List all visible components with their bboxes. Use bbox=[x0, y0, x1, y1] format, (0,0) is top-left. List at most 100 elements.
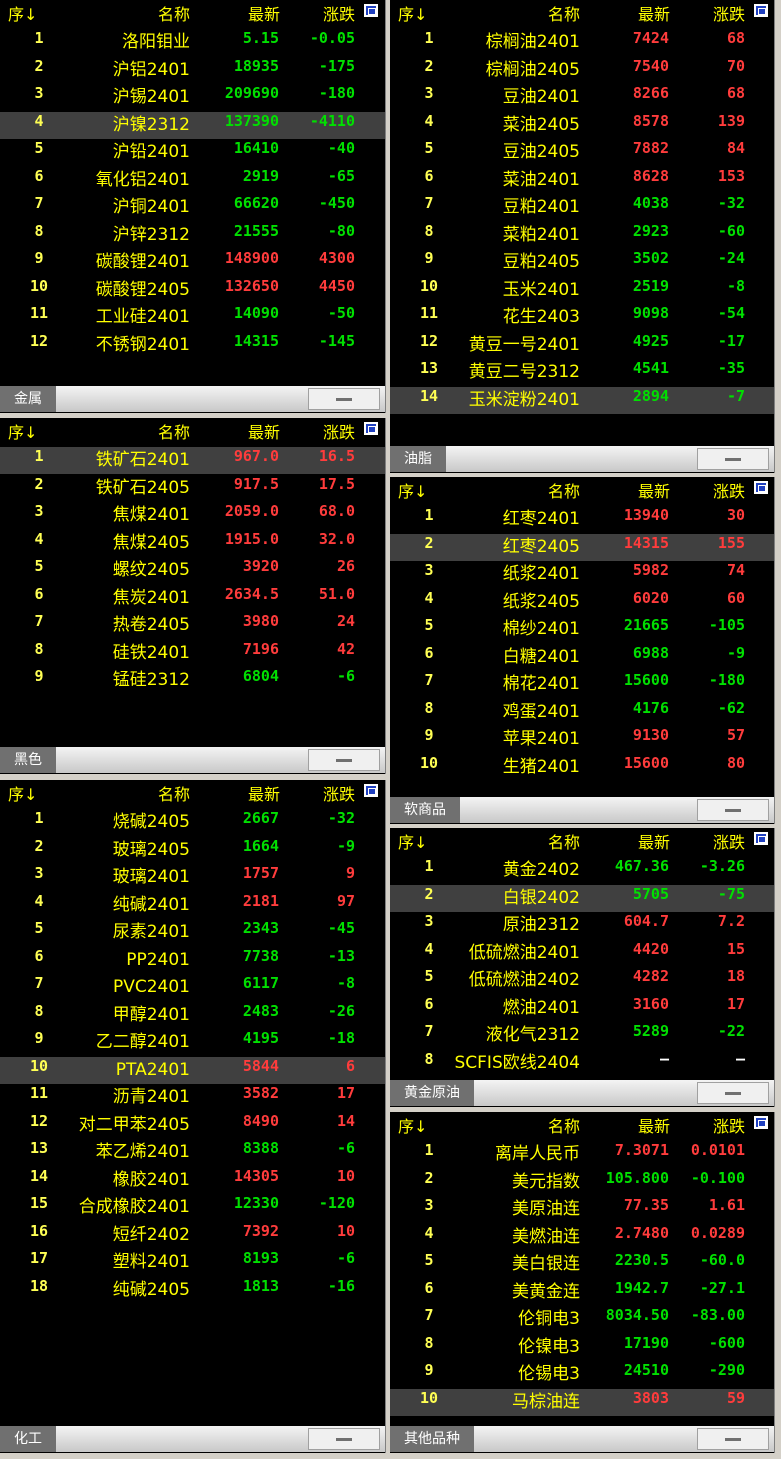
instrument-name[interactable]: 苹果2401 bbox=[502, 729, 580, 749]
instrument-name[interactable]: 美原油连 bbox=[512, 1199, 580, 1219]
instrument-name[interactable]: 菜油2401 bbox=[502, 169, 580, 190]
collapse-button[interactable] bbox=[308, 749, 380, 771]
instrument-name[interactable]: 纸浆2405 bbox=[502, 591, 580, 612]
instrument-name[interactable]: 白糖2401 bbox=[502, 646, 580, 667]
instrument-name[interactable]: 硅铁2401 bbox=[112, 642, 190, 663]
instrument-name[interactable]: 甲醇2401 bbox=[112, 1004, 190, 1025]
maximize-icon[interactable] bbox=[754, 481, 768, 494]
instrument-name[interactable]: 生猪2401 bbox=[502, 756, 580, 777]
instrument-name[interactable]: 橡胶2401 bbox=[112, 1169, 190, 1190]
maximize-icon[interactable] bbox=[754, 832, 768, 845]
instrument-name[interactable]: 沪铝2401 bbox=[112, 59, 190, 80]
instrument-name[interactable]: 马棕油连 bbox=[512, 1391, 580, 1412]
instrument-name[interactable]: 美燃油连 bbox=[512, 1226, 580, 1247]
instrument-name[interactable]: 红枣2401 bbox=[502, 509, 580, 529]
instrument-name[interactable]: 燃油2401 bbox=[502, 997, 580, 1018]
collapse-button[interactable] bbox=[308, 1428, 380, 1450]
instrument-name[interactable]: 塑料2401 bbox=[112, 1252, 190, 1272]
instrument-name[interactable]: 离岸人民币 bbox=[495, 1144, 580, 1164]
instrument-name[interactable]: 伦镍电3 bbox=[518, 1336, 580, 1357]
instrument-name[interactable]: 黄豆二号2312 bbox=[468, 362, 580, 382]
instrument-name[interactable]: 黄金2402 bbox=[502, 860, 580, 880]
instrument-name[interactable]: PVC2401 bbox=[112, 977, 190, 997]
maximize-icon[interactable] bbox=[364, 784, 378, 797]
instrument-name[interactable]: 沪锡2401 bbox=[112, 87, 190, 107]
maximize-icon[interactable] bbox=[364, 4, 378, 17]
panel-tab[interactable]: 黑色 bbox=[0, 747, 56, 773]
instrument-name[interactable]: 菜粕2401 bbox=[502, 224, 580, 245]
instrument-name[interactable]: 玻璃2401 bbox=[112, 867, 190, 887]
instrument-name[interactable]: 花生2403 bbox=[502, 307, 580, 327]
instrument-name[interactable]: 低硫燃油2402 bbox=[468, 970, 580, 990]
collapse-button[interactable] bbox=[697, 448, 769, 470]
instrument-name[interactable]: SCFIS欧线2404 bbox=[454, 1052, 580, 1073]
instrument-name[interactable]: 伦铜电3 bbox=[518, 1309, 580, 1329]
maximize-icon[interactable] bbox=[754, 1116, 768, 1129]
instrument-name[interactable]: 铁矿石2401 bbox=[95, 450, 190, 470]
instrument-name[interactable]: 美白银连 bbox=[512, 1254, 580, 1274]
instrument-name[interactable]: 乙二醇2401 bbox=[95, 1032, 190, 1052]
instrument-name[interactable]: 玻璃2405 bbox=[112, 839, 190, 860]
instrument-name[interactable]: 玉米淀粉2401 bbox=[468, 389, 580, 410]
instrument-name[interactable]: 白银2402 bbox=[502, 887, 580, 908]
panel-tab[interactable]: 其他品种 bbox=[390, 1426, 474, 1452]
instrument-name[interactable]: 棉花2401 bbox=[502, 674, 580, 694]
instrument-name[interactable]: 低硫燃油2401 bbox=[468, 942, 580, 963]
instrument-name[interactable]: 锰硅2312 bbox=[112, 670, 190, 690]
instrument-name[interactable]: 洛阳钼业 bbox=[122, 32, 190, 52]
instrument-name[interactable]: 液化气2312 bbox=[485, 1025, 580, 1045]
collapse-button[interactable] bbox=[697, 799, 769, 821]
instrument-name[interactable]: 棕榈油2401 bbox=[485, 32, 580, 52]
instrument-name[interactable]: 鸡蛋2401 bbox=[502, 701, 580, 722]
instrument-name[interactable]: 沥青2401 bbox=[112, 1087, 190, 1107]
instrument-name[interactable]: 合成橡胶2401 bbox=[78, 1197, 190, 1217]
instrument-name[interactable]: 纸浆2401 bbox=[502, 564, 580, 584]
instrument-name[interactable]: 黄豆一号2401 bbox=[468, 334, 580, 355]
panel-tab[interactable]: 化工 bbox=[0, 1426, 56, 1452]
instrument-name[interactable]: 沪锌2312 bbox=[112, 224, 190, 245]
instrument-name[interactable]: 沪镍2312 bbox=[112, 114, 190, 135]
instrument-name[interactable]: 纯碱2405 bbox=[112, 1279, 190, 1300]
instrument-name[interactable]: 伦锡电3 bbox=[518, 1364, 580, 1384]
instrument-name[interactable]: 焦煤2401 bbox=[112, 505, 190, 525]
instrument-name[interactable]: PTA2401 bbox=[115, 1059, 190, 1080]
instrument-name[interactable]: 原油2312 bbox=[502, 915, 580, 935]
instrument-name[interactable]: 尿素2401 bbox=[112, 922, 190, 942]
instrument-name[interactable]: 美黄金连 bbox=[512, 1281, 580, 1302]
instrument-name[interactable]: 对二甲苯2405 bbox=[78, 1114, 190, 1135]
instrument-name[interactable]: 菜油2405 bbox=[502, 114, 580, 135]
instrument-name[interactable]: 螺纹2405 bbox=[112, 560, 190, 580]
instrument-name[interactable]: 碳酸锂2401 bbox=[95, 252, 190, 272]
instrument-name[interactable]: 焦煤2405 bbox=[112, 532, 190, 553]
instrument-name[interactable]: 豆油2405 bbox=[502, 142, 580, 162]
instrument-name[interactable]: 苯乙烯2401 bbox=[95, 1142, 190, 1162]
instrument-name[interactable]: 不锈钢2401 bbox=[95, 334, 190, 355]
collapse-button[interactable] bbox=[697, 1082, 769, 1104]
instrument-name[interactable]: 豆粕2401 bbox=[502, 197, 580, 217]
instrument-name[interactable]: 美元指数 bbox=[512, 1171, 580, 1192]
instrument-name[interactable]: 短纤2402 bbox=[112, 1224, 190, 1245]
instrument-name[interactable]: 玉米2401 bbox=[502, 279, 580, 300]
instrument-name[interactable]: 沪铜2401 bbox=[112, 197, 190, 217]
maximize-icon[interactable] bbox=[754, 4, 768, 17]
maximize-icon[interactable] bbox=[364, 422, 378, 435]
instrument-name[interactable]: 红枣2405 bbox=[502, 536, 580, 557]
instrument-name[interactable]: 铁矿石2405 bbox=[95, 477, 190, 498]
collapse-button[interactable] bbox=[308, 388, 380, 410]
panel-tab[interactable]: 金属 bbox=[0, 386, 56, 412]
instrument-name[interactable]: 热卷2405 bbox=[112, 615, 190, 635]
instrument-name[interactable]: 棕榈油2405 bbox=[485, 59, 580, 80]
instrument-name[interactable]: 焦炭2401 bbox=[112, 587, 190, 608]
panel-tab[interactable]: 黄金原油 bbox=[390, 1080, 474, 1106]
instrument-name[interactable]: 氧化铝2401 bbox=[95, 169, 190, 190]
instrument-name[interactable]: 纯碱2401 bbox=[112, 894, 190, 915]
instrument-name[interactable]: 沪铅2401 bbox=[112, 142, 190, 162]
instrument-name[interactable]: 棉纱2401 bbox=[502, 619, 580, 639]
instrument-name[interactable]: 豆油2401 bbox=[502, 87, 580, 107]
collapse-button[interactable] bbox=[697, 1428, 769, 1450]
instrument-name[interactable]: 豆粕2405 bbox=[502, 252, 580, 272]
panel-tab[interactable]: 软商品 bbox=[390, 797, 460, 823]
instrument-name[interactable]: 工业硅2401 bbox=[95, 307, 190, 327]
instrument-name[interactable]: 烧碱2405 bbox=[112, 812, 190, 832]
panel-tab[interactable]: 油脂 bbox=[390, 446, 446, 472]
